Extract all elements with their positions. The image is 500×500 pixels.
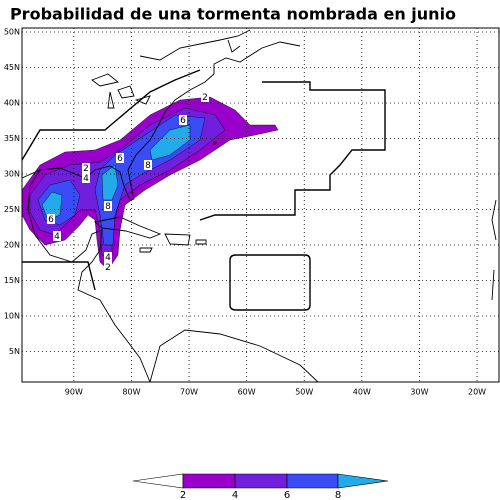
colorbar: 2 4 6 8 xyxy=(132,473,389,500)
contour-label-box xyxy=(104,262,112,272)
lat-tick-label: 25N xyxy=(4,205,20,214)
coastline xyxy=(149,329,319,383)
contour-label-box xyxy=(179,115,187,125)
regions xyxy=(21,69,386,311)
contour-label: 4 xyxy=(54,232,60,242)
title: Probabilidad de una tormenta nombrada en… xyxy=(10,5,456,24)
colorbar-label: 4 xyxy=(232,490,238,500)
colorbar-segment xyxy=(234,473,288,489)
lat-tick-label: 30N xyxy=(4,170,20,179)
contour-label-box xyxy=(201,92,209,102)
coastline xyxy=(21,41,301,201)
lon-tick-label: 40W xyxy=(353,388,371,397)
contour-label: 6 xyxy=(180,116,186,126)
map-frame xyxy=(21,27,500,383)
lat-tick-label: 35N xyxy=(4,134,20,143)
contour-label-box xyxy=(82,163,90,173)
contour-label: 6 xyxy=(117,154,123,164)
bermuda xyxy=(213,141,217,145)
contour-label-box xyxy=(82,173,90,183)
contour-region xyxy=(21,96,279,271)
coastline xyxy=(139,29,251,61)
region-boundary xyxy=(199,81,386,221)
colorbar-segment xyxy=(286,473,339,489)
region-boundary xyxy=(229,254,311,311)
region-boundary xyxy=(21,69,201,161)
hispaniola xyxy=(164,233,191,246)
region-boundary xyxy=(22,261,96,291)
great-lakes xyxy=(91,73,151,109)
lat-tick-label: 20N xyxy=(4,241,20,250)
contour-label: 4 xyxy=(105,253,111,263)
contour-label: 8 xyxy=(105,202,111,212)
contour-label: 8 xyxy=(145,161,151,171)
contour-label-box xyxy=(47,214,55,224)
colorbar-label: 6 xyxy=(284,490,290,500)
colorbar-label: 8 xyxy=(335,490,341,500)
lon-tick-label: 80W xyxy=(122,388,140,397)
lon-tick-label: 60W xyxy=(238,388,256,397)
graticule xyxy=(22,28,499,382)
contour-label-box xyxy=(53,231,61,241)
lat-tick-label: 10N xyxy=(4,312,20,321)
lon-tick-label: 70W xyxy=(180,388,198,397)
lat-tick-label: 45N xyxy=(4,63,20,72)
puerto-rico xyxy=(195,239,207,245)
coastlines xyxy=(21,29,497,383)
contour-label-box xyxy=(116,153,124,163)
lat-tick-label: 40N xyxy=(4,99,20,108)
contour-label: 2 xyxy=(202,93,208,103)
lon-tick-label: 20W xyxy=(468,388,486,397)
contour-label: 2 xyxy=(83,164,89,174)
lat-tick-label: 15N xyxy=(4,276,20,285)
contour-label: 4 xyxy=(83,174,89,184)
contour-label-box xyxy=(144,160,152,170)
colorbar-segment xyxy=(182,473,236,489)
coastline xyxy=(27,169,151,383)
lat-tick-label: 50N xyxy=(4,28,20,37)
contour-label: 6 xyxy=(48,215,54,225)
contour-label: 2 xyxy=(105,263,111,273)
lon-tick-label: 50W xyxy=(295,388,313,397)
colorbar-segment xyxy=(337,473,389,489)
colorbar-label: 2 xyxy=(180,490,186,500)
cuba xyxy=(94,216,162,239)
lon-tick-label: 90W xyxy=(65,388,83,397)
coastline xyxy=(491,199,497,301)
lat-tick-label: 5N xyxy=(9,347,20,356)
colorbar-under xyxy=(132,473,184,489)
contour-label-box xyxy=(104,252,112,262)
lon-tick-label: 30W xyxy=(410,388,428,397)
contour-label-box xyxy=(104,201,112,211)
jamaica xyxy=(139,247,153,253)
